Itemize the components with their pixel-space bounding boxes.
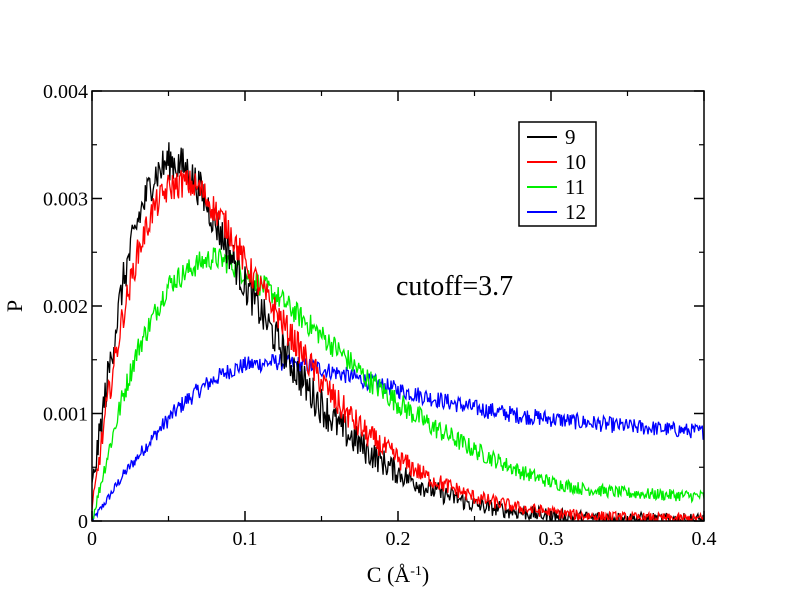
x-tick-label: 0.1 [233, 528, 258, 550]
ticks-layer: 0 0.1 0.2 0.3 0.4 0 0.001 0.002 0.003 0.004 [43, 81, 717, 550]
x-tick-label: 0 [87, 528, 97, 550]
y-tick-label: 0.002 [43, 296, 88, 318]
series-line-10 [92, 169, 704, 521]
legend-label-11: 11 [565, 175, 585, 199]
series-line-11 [92, 247, 704, 521]
legend-label-10: 10 [565, 150, 586, 174]
x-tick-label: 0.2 [386, 528, 411, 550]
x-tick-label: 0.4 [692, 528, 717, 550]
y-tick-label: 0 [78, 511, 88, 533]
x-axis-title: C (Å-1) [367, 562, 429, 587]
legend-label-9: 9 [565, 125, 576, 149]
y-axis-title: P [2, 300, 27, 312]
y-tick-label: 0.003 [43, 189, 88, 211]
series-line-9 [92, 142, 704, 521]
x-axis-title-sup: -1 [410, 564, 422, 579]
plot-clip-group [92, 142, 704, 521]
legend-box [518, 121, 597, 227]
y-tick-label: 0.001 [43, 404, 88, 426]
x-tick-label: 0.3 [539, 528, 564, 550]
y-tick-label: 0.004 [43, 81, 88, 103]
annotation-cutoff: cutoff=3.7 [396, 271, 513, 302]
legend-label-12: 12 [565, 200, 586, 224]
series-layer [92, 142, 704, 521]
series-line-12 [92, 353, 704, 521]
